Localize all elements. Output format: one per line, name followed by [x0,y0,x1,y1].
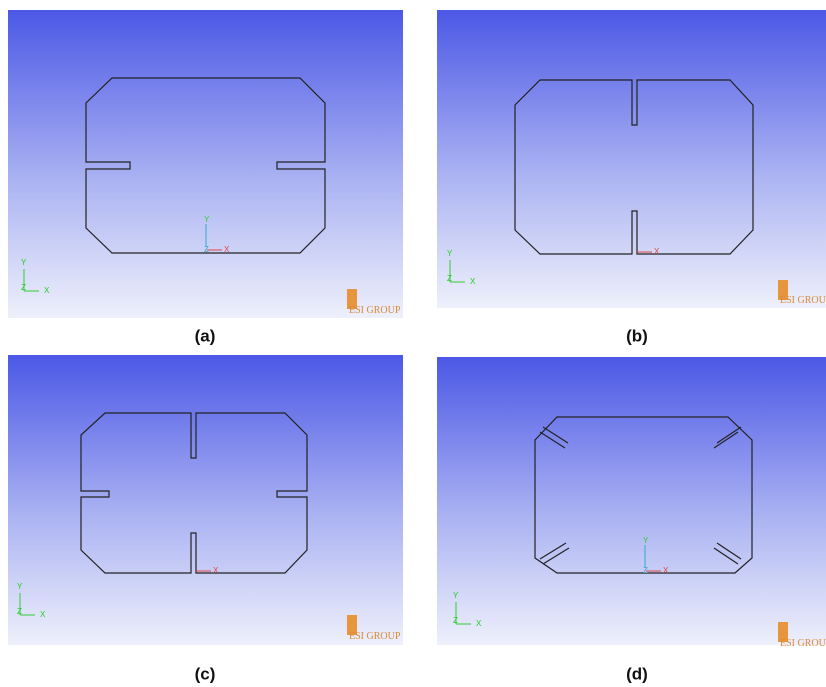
triad-label: Z [453,616,458,625]
triad-label: Y [17,582,23,591]
triad-label: X [476,619,482,628]
triad-label: X [44,286,50,295]
figure: Y Z X Y Z X ESI GROUP Y Z X X ESI GROU Y Z X X ESI GRO… [0,0,826,687]
origin-label: Y [204,215,210,224]
caption: (a) [195,326,216,345]
origin-label: X [654,247,660,256]
triad-label: Z [21,283,26,292]
triad-label: Y [453,591,459,600]
origin-label: Z [204,245,209,254]
panel-b: Y Z X X ESI GROU [437,10,826,308]
origin-label: Z [643,566,648,575]
logo: ESI GROUP [349,631,401,642]
origin-label: X [224,245,230,254]
origin-label: X [663,566,669,575]
triad-label: Y [21,258,27,267]
caption: (d) [626,664,648,683]
viewport [8,355,403,645]
triad-label: Z [447,274,452,283]
logo: ESI GROUP [780,638,826,649]
origin-label: X [213,566,219,575]
triad-label: X [470,277,476,286]
triad-label: Z [17,607,22,616]
viewport [437,10,826,308]
caption: (c) [195,664,216,683]
logo: ESI GROUP [349,305,401,316]
panel-a: Y Z X Y Z X ESI GROUP [8,10,403,318]
viewport [8,10,403,318]
logo: ESI GROU [780,295,826,306]
panel-d: Y Z X Y Z X ESI GROUP [437,357,826,649]
origin-label: Y [643,536,649,545]
triad-label: Y [447,249,453,258]
viewport [437,357,826,645]
panel-c: Y Z X X ESI GROUP [8,355,403,645]
caption: (b) [626,326,648,345]
triad-label: X [40,610,46,619]
